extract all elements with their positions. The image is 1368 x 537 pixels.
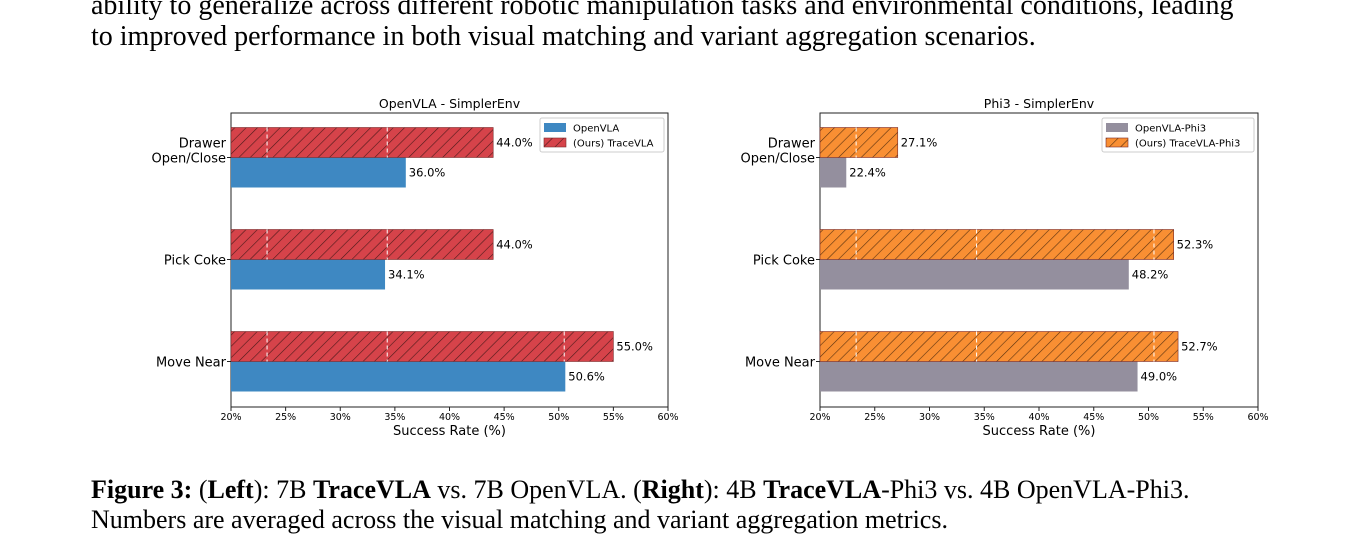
caption-model-2: TraceVLA <box>763 475 882 504</box>
category-label-line: Move Near <box>745 356 816 371</box>
data-label-2-3: 55.0% <box>616 340 653 354</box>
data-label-1-1: 36.0% <box>409 166 446 180</box>
caption-text-4: ): 4B <box>703 475 764 504</box>
bar-2-2 <box>230 229 494 260</box>
x-tick-label-3: 30% <box>919 412 940 423</box>
x-tick-label-7: 50% <box>1138 412 1159 423</box>
x-tick-label-8: 55% <box>603 412 624 423</box>
bar-1-3 <box>231 361 566 392</box>
bar-1-1 <box>231 157 406 188</box>
data-label-1-3: 50.6% <box>568 370 605 384</box>
legend: OpenVLA-Phi3 (Ours) TraceVLA-Phi3 <box>1101 117 1255 153</box>
data-label-1-2: 34.1% <box>388 268 425 282</box>
bar-1-2 <box>820 259 1129 290</box>
legend-box <box>1101 117 1255 153</box>
category-label-line: Drawer <box>179 137 227 152</box>
category-label-3: Move Near <box>156 356 227 371</box>
category-label-3: Move Near <box>745 356 816 371</box>
category-label-line: Pick Coke <box>753 254 815 269</box>
x-tick-label-3: 30% <box>330 412 351 423</box>
caption-model-1: TraceVLA <box>312 475 431 504</box>
data-label-2-1: 44.0% <box>496 136 533 150</box>
legend-swatch-1 <box>544 123 566 132</box>
caption-right: Right <box>641 475 704 504</box>
chart-1: 36.0% 44.0% Drawer Open/Close 34.1% 44.0% Pick… <box>151 96 678 439</box>
caption-text-1: ( <box>198 475 208 504</box>
legend-swatch-2 <box>543 137 567 148</box>
legend-label-1: OpenVLA-Phi3 <box>1135 124 1206 135</box>
data-label-2-1: 27.1% <box>901 136 938 150</box>
x-tick-label-2: 25% <box>864 412 885 423</box>
x-tick-label-4: 35% <box>974 412 995 423</box>
bar-2-1 <box>819 127 899 158</box>
category-label-line: Drawer <box>768 137 816 152</box>
bar-2-2 <box>819 229 1174 260</box>
caption-text-2: ): 7B <box>253 475 313 504</box>
body-line-1: ability to generalize across different r… <box>91 0 1234 21</box>
legend-label-2: (Ours) TraceVLA-Phi3 <box>1135 139 1240 150</box>
data-label-1-1: 22.4% <box>849 166 886 180</box>
body-line-2: to improved performance in both visual m… <box>91 21 1036 52</box>
legend-box <box>539 117 665 153</box>
category-label-2: Pick Coke <box>753 254 815 269</box>
x-tick-label-4: 35% <box>384 412 405 423</box>
category-label-1: Drawer Open/Close <box>740 137 815 167</box>
x-tick-label-9: 60% <box>1247 412 1268 423</box>
chart-2: 22.4% 27.1% Drawer Open/Close 48.2% 52.3% Pick… <box>740 96 1268 439</box>
caption-text-3: vs. 7B OpenVLA. ( <box>430 475 642 504</box>
x-tick-label-7: 50% <box>548 412 569 423</box>
x-tick-label-1: 20% <box>809 412 830 423</box>
body-paragraph: ability to generalize across different r… <box>91 0 1279 52</box>
x-tick-label-9: 60% <box>657 412 678 423</box>
x-axis-label: Success Rate (%) <box>983 424 1096 439</box>
bar-1-1 <box>820 157 847 188</box>
bar-1-3 <box>820 361 1138 392</box>
category-label-line: Pick Coke <box>164 254 226 269</box>
data-label-2-3: 52.7% <box>1181 340 1218 354</box>
legend: OpenVLA (Ours) TraceVLA <box>539 117 665 153</box>
caption-label: Figure 3: <box>91 475 193 504</box>
bar-1-2 <box>231 259 386 290</box>
data-label-2-2: 52.3% <box>1177 238 1214 252</box>
x-tick-label-1: 20% <box>220 412 241 423</box>
category-label-line: Open/Close <box>740 152 815 167</box>
legend-swatch-1 <box>1106 123 1128 132</box>
category-label-line: Open/Close <box>151 152 226 167</box>
x-tick-label-8: 55% <box>1193 412 1214 423</box>
x-tick-label-2: 25% <box>275 412 296 423</box>
legend-label-2: (Ours) TraceVLA <box>573 139 654 150</box>
figure-charts: 36.0%44.0%Drawer Open/Close34.1%44.0%Pick… <box>151 96 1268 439</box>
category-label-line: Move Near <box>156 356 227 371</box>
bar-2-3 <box>819 331 1179 362</box>
x-tick-label-5: 40% <box>439 412 460 423</box>
legend-label-1: OpenVLA <box>573 124 619 135</box>
bar-2-1 <box>230 127 494 158</box>
x-tick-label-6: 45% <box>494 412 515 423</box>
x-tick-label-5: 40% <box>1028 412 1049 423</box>
chart-title: Phi3 - SimplerEnv <box>984 96 1095 111</box>
figure-caption: Figure 3: (Left): 7B TraceVLA vs. 7B Ope… <box>91 475 1279 535</box>
legend-swatch-2 <box>1105 137 1129 148</box>
chart-title: OpenVLA - SimplerEnv <box>379 96 521 111</box>
data-label-2-2: 44.0% <box>496 238 533 252</box>
bar-2-3 <box>230 331 614 362</box>
caption-line-2: Numbers are averaged across the visual m… <box>91 505 948 534</box>
x-tick-label-6: 45% <box>1083 412 1104 423</box>
x-axis-label: Success Rate (%) <box>393 424 506 439</box>
category-label-2: Pick Coke <box>164 254 226 269</box>
caption-text-5: -Phi3 vs. 4B OpenVLA-Phi3. <box>881 475 1190 504</box>
data-label-1-2: 48.2% <box>1132 268 1169 282</box>
caption-left: Left <box>207 475 254 504</box>
category-label-1: Drawer Open/Close <box>151 137 226 167</box>
data-label-1-3: 49.0% <box>1141 370 1178 384</box>
